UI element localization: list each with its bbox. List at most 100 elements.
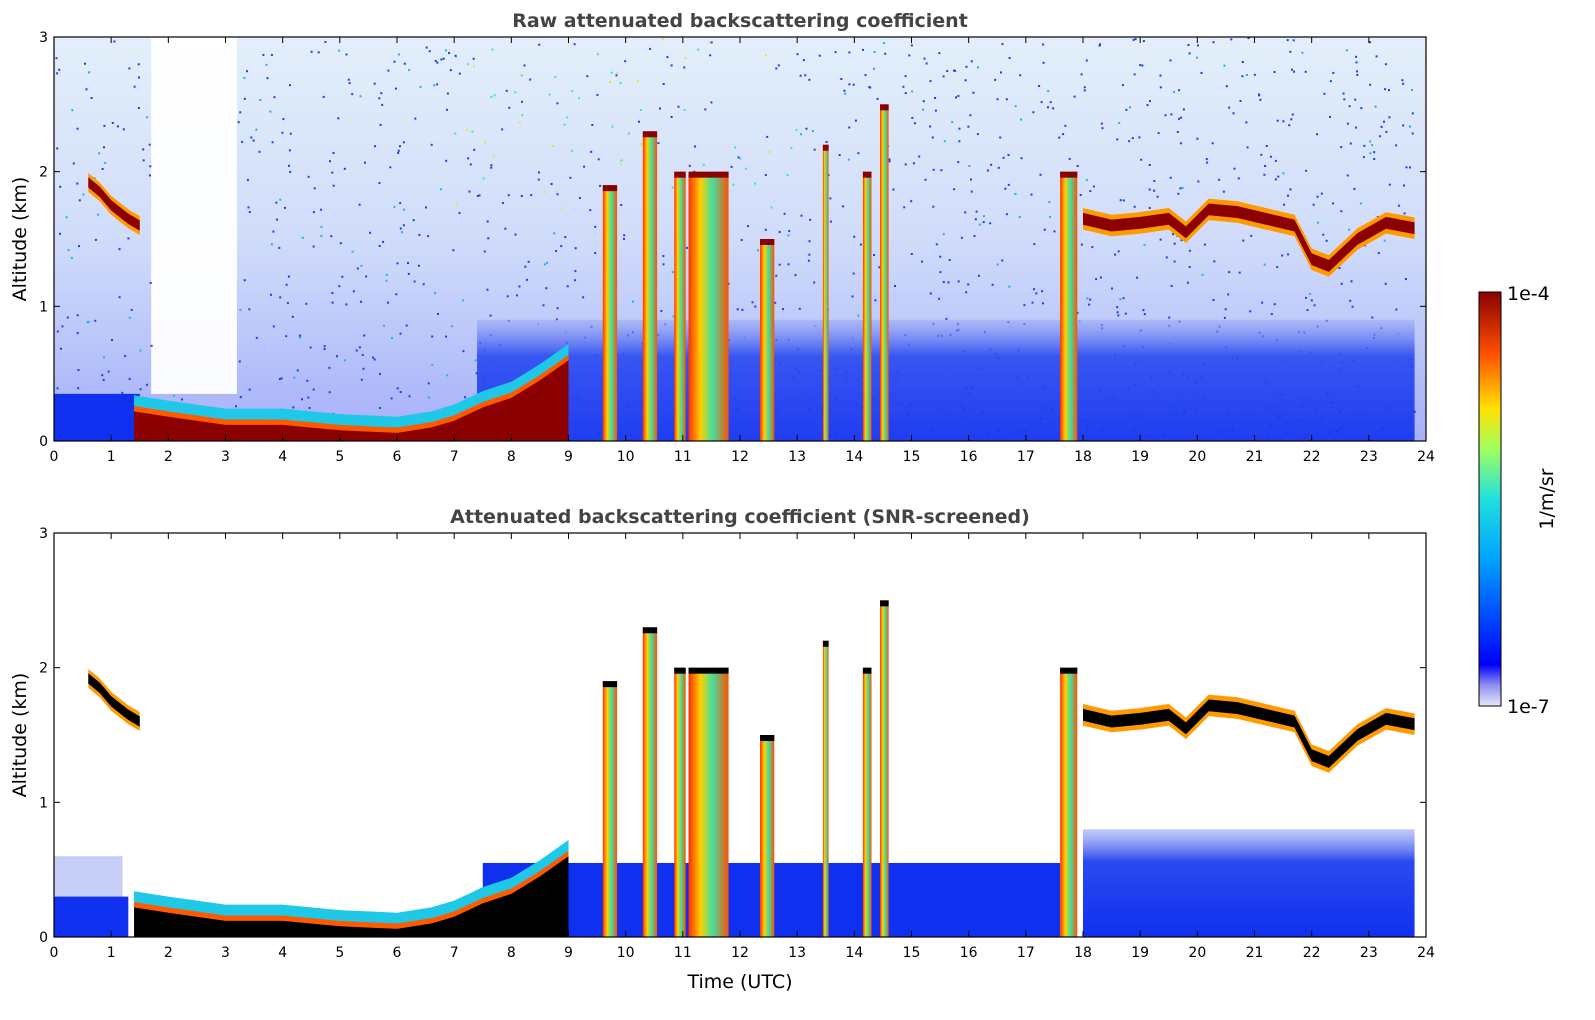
noise-speckle	[408, 395, 411, 398]
noise-speckle	[1149, 100, 1151, 103]
noise-speckle	[345, 303, 348, 306]
noise-speckle	[684, 57, 687, 60]
noise-speckle	[472, 57, 475, 60]
noise-speckle	[1142, 40, 1145, 43]
noise-speckle	[78, 245, 80, 248]
noise-speckle	[874, 299, 877, 302]
noise-speckle	[852, 272, 855, 275]
noise-speckle	[138, 76, 140, 79]
noise-speckle	[1403, 184, 1405, 187]
noise-speckle	[102, 379, 105, 381]
noise-speckle	[754, 182, 756, 185]
noise-speckle	[181, 398, 184, 401]
noise-speckle	[957, 95, 960, 97]
noise-speckle	[968, 165, 971, 167]
noise-speckle	[555, 318, 558, 321]
y-tick-label: 3	[39, 30, 48, 46]
noise-speckle	[301, 398, 303, 401]
noise-speckle	[1178, 89, 1181, 92]
noise-speckle	[1286, 39, 1289, 42]
noise-speckle	[786, 174, 789, 176]
noise-speckle	[1322, 233, 1325, 236]
noise-speckle	[1309, 292, 1312, 295]
noise-speckle	[1249, 310, 1252, 313]
noise-speckle	[543, 191, 546, 194]
convective-column	[1060, 667, 1078, 937]
noise-speckle	[111, 122, 114, 124]
noise-speckle	[990, 163, 993, 166]
noise-speckle	[150, 344, 153, 347]
noise-speckle	[775, 67, 778, 70]
noise-speckle	[343, 359, 346, 362]
noise-speckle	[873, 51, 876, 53]
noise-speckle	[764, 54, 767, 57]
noise-speckle	[873, 254, 875, 256]
noise-speckle	[770, 206, 773, 209]
noise-speckle	[1359, 202, 1362, 205]
noise-speckle	[555, 190, 558, 193]
noise-speckle	[677, 105, 680, 108]
x-tick-label: 14	[845, 449, 863, 465]
noise-speckle	[878, 266, 881, 269]
noise-speckle	[1230, 38, 1233, 41]
noise-speckle	[431, 335, 434, 338]
noise-speckle	[1316, 221, 1319, 224]
noise-speckle	[489, 314, 492, 317]
convective-column-top	[602, 185, 618, 192]
noise-speckle	[570, 149, 573, 152]
noise-speckle	[239, 308, 242, 311]
noise-speckle	[1180, 239, 1183, 242]
noise-speckle	[848, 83, 851, 86]
noise-speckle	[56, 72, 59, 75]
noise-speckle	[518, 285, 521, 288]
noise-speckle	[237, 121, 240, 124]
noise-speckle	[662, 83, 665, 85]
noise-speckle	[1020, 157, 1023, 160]
noise-speckle	[361, 353, 364, 356]
noise-speckle	[246, 178, 249, 181]
noise-speckle	[393, 205, 396, 208]
x-tick-label: 19	[1131, 945, 1149, 961]
noise-speckle	[396, 262, 399, 265]
x-tick-label: 4	[278, 945, 287, 961]
noise-speckle	[787, 263, 790, 266]
noise-speckle	[843, 89, 846, 92]
noise-speckle	[1413, 410, 1416, 413]
noise-speckle	[130, 308, 133, 311]
noise-speckle	[493, 94, 496, 97]
noise-speckle	[970, 178, 972, 181]
noise-speckle	[996, 98, 999, 101]
noise-speckle	[741, 308, 744, 311]
convective-column-top	[1060, 171, 1078, 178]
noise-speckle	[398, 53, 400, 56]
noise-speckle	[118, 296, 121, 299]
y-axis-label: Altitude (km)	[9, 177, 31, 302]
noise-speckle	[452, 249, 455, 252]
x-tick-label: 18	[1074, 945, 1092, 961]
noise-speckle	[235, 405, 237, 408]
noise-speckle	[1153, 189, 1156, 192]
noise-speckle	[387, 69, 390, 72]
noise-speckle	[312, 211, 315, 214]
noise-speckle	[272, 230, 275, 233]
noise-speckle	[312, 245, 315, 248]
noise-speckle	[904, 163, 907, 166]
noise-speckle	[399, 391, 402, 393]
noise-speckle	[70, 257, 73, 259]
noise-speckle	[1133, 73, 1136, 76]
noise-speckle	[1371, 144, 1374, 147]
boundary-layer-core	[134, 856, 569, 937]
noise-speckle	[620, 163, 622, 166]
noise-speckle	[262, 53, 265, 56]
noise-speckle	[671, 271, 674, 274]
x-tick-label: 18	[1074, 449, 1092, 465]
noise-speckle	[1043, 228, 1046, 231]
noise-speckle	[624, 60, 627, 63]
convective-column-top	[822, 640, 829, 647]
noise-speckle	[938, 52, 941, 55]
noise-speckle	[594, 252, 597, 254]
noise-speckle	[859, 243, 862, 246]
noise-speckle	[1356, 70, 1358, 73]
noise-speckle	[857, 152, 860, 155]
